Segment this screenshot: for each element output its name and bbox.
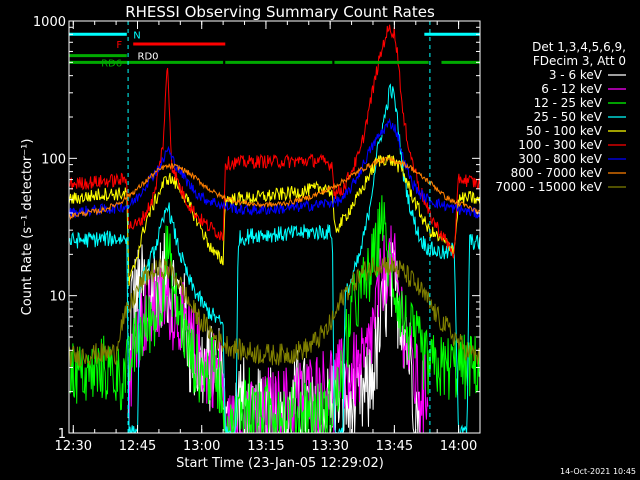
y-tick-label-1: 10 bbox=[49, 290, 66, 305]
legend-item-0: 3 - 6 keV bbox=[549, 68, 603, 82]
chart-title: RHESSI Observing Summary Count Rates bbox=[125, 3, 435, 21]
x-tick-label-3: 13:15 bbox=[247, 439, 284, 454]
legend-item-1: 6 - 12 keV bbox=[541, 82, 603, 96]
x-tick-label-5: 13:45 bbox=[376, 439, 413, 454]
legend-header-2: FDecim 3, Att 0 bbox=[533, 54, 626, 68]
legend-item-4: 50 - 100 keV bbox=[526, 124, 603, 138]
x-tick-label-4: 13:30 bbox=[311, 439, 348, 454]
y-tick-label-3: 1000 bbox=[33, 15, 66, 30]
annotation-label-0: N bbox=[133, 30, 140, 41]
legend-header-1: Det 1,3,4,5,6,9, bbox=[532, 40, 626, 54]
annotation-label-3: RD6 bbox=[101, 58, 122, 69]
x-tick-label-2: 13:00 bbox=[183, 439, 220, 454]
annotation-label-2: RD0 bbox=[138, 52, 159, 63]
y-tick-label-2: 100 bbox=[41, 152, 66, 167]
y-tick-label-0: 1 bbox=[58, 427, 66, 442]
x-tick-label-6: 14:00 bbox=[440, 439, 477, 454]
legend-item-8: 7000 - 15000 keV bbox=[495, 180, 602, 194]
legend-item-2: 12 - 25 keV bbox=[534, 96, 603, 110]
legend-item-6: 300 - 800 keV bbox=[518, 152, 602, 166]
y-axis-label: Count Rate (s⁻¹ detector⁻¹) bbox=[20, 139, 35, 316]
legend-item-7: 800 - 7000 keV bbox=[511, 166, 603, 180]
legend-item-5: 100 - 300 keV bbox=[518, 138, 602, 152]
x-tick-label-1: 12:45 bbox=[119, 439, 156, 454]
x-axis-label: Start Time (23-Jan-05 12:29:02) bbox=[176, 456, 384, 471]
legend-item-3: 25 - 50 keV bbox=[534, 110, 603, 124]
timestamp: 14-Oct-2021 10:45 bbox=[560, 467, 636, 476]
annotation-label-1: F bbox=[116, 40, 122, 51]
